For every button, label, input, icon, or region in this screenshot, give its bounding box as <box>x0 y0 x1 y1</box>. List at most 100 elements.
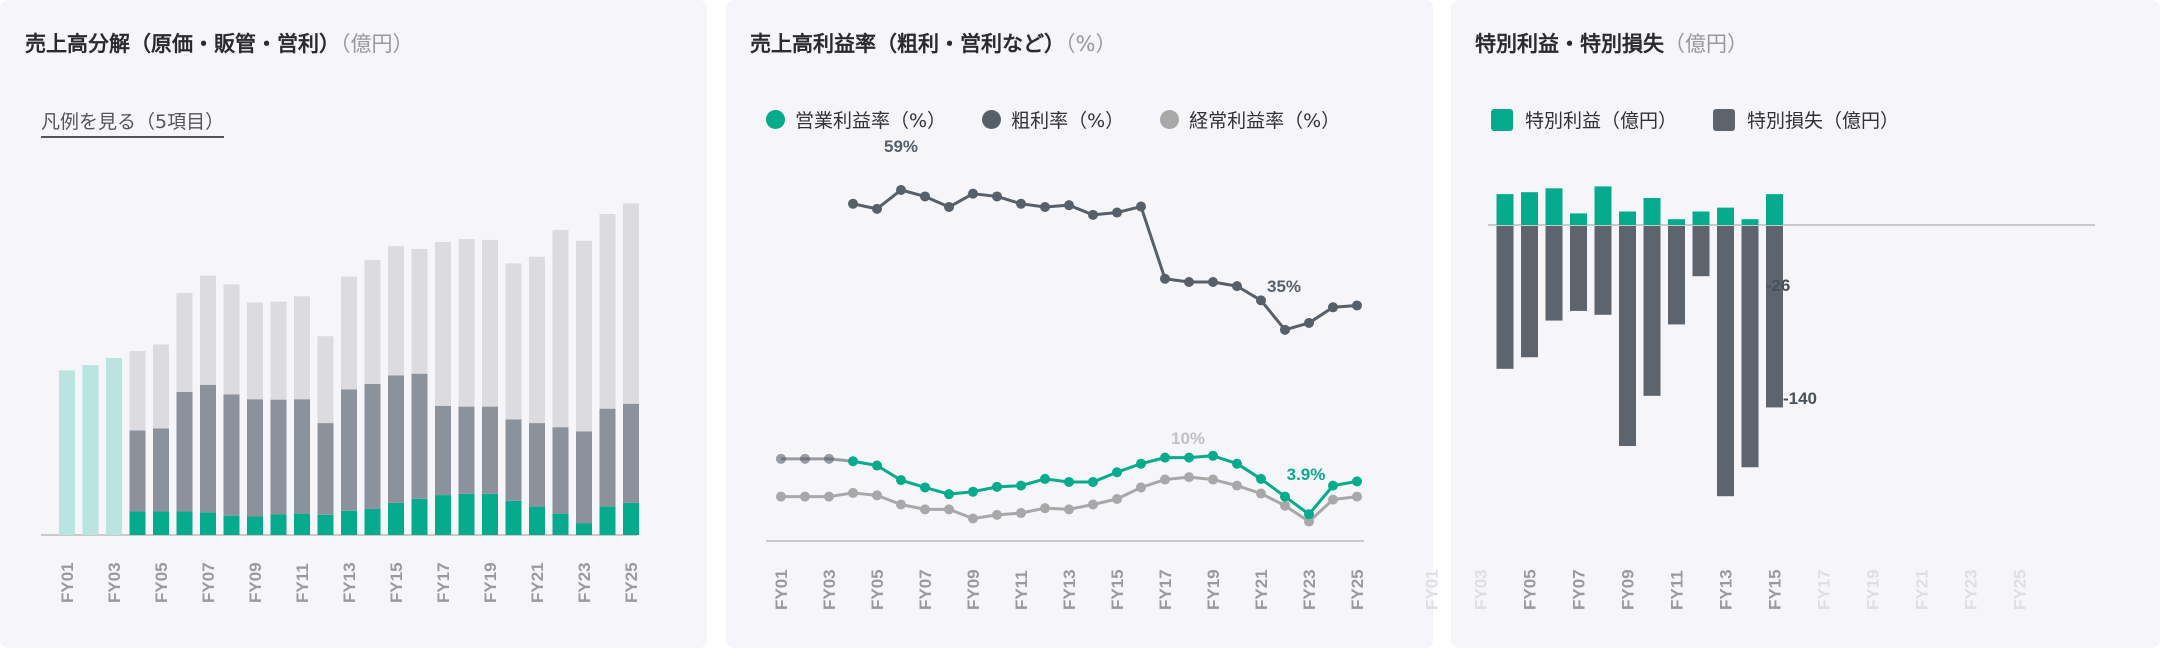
gross-margin-point <box>1160 273 1170 284</box>
gross-margin-point <box>848 198 858 209</box>
bar-segment-operating-profit <box>458 493 475 535</box>
operating-margin-point <box>800 453 810 464</box>
gross-margin-point <box>872 203 882 214</box>
operating-margin-point <box>992 481 1002 492</box>
show-legend-link[interactable]: 凡例を見る（5項目） <box>41 107 225 138</box>
bar-segment-top <box>341 276 357 390</box>
bar-special-loss <box>1741 226 1759 468</box>
bar-special-loss <box>1692 226 1710 277</box>
legend-item-special-gain[interactable]: 特別利益（億円） <box>1491 106 1677 133</box>
bar-segment-operating-profit <box>294 513 310 535</box>
ordinary-margin-point <box>1304 516 1314 527</box>
gross-margin-point <box>1136 201 1146 212</box>
gross-margin-point <box>1088 209 1098 220</box>
ordinary-margin-point <box>1352 491 1362 502</box>
x-tick-label: FY15 <box>387 562 406 603</box>
bar-segment-operating-profit <box>223 515 240 535</box>
bar-special-loss <box>1496 226 1514 369</box>
x-tick-label: FY15 <box>1108 569 1127 610</box>
legend-item-operating-margin[interactable]: 営業利益率（%） <box>766 106 946 133</box>
square-icon <box>1491 108 1513 131</box>
bar-segment-top <box>529 256 545 424</box>
bar-segment-middle <box>294 399 310 514</box>
bar-segment-top <box>482 239 498 407</box>
x-tick-label: FY17 <box>1156 569 1175 610</box>
data-label: 59% <box>884 137 918 156</box>
ordinary-margin-point <box>1016 508 1026 519</box>
bar-segment-top <box>176 293 193 392</box>
bar-segment-top <box>317 336 334 424</box>
bar-segment-middle <box>317 423 334 515</box>
title-text: 売上高分解（原価・販管・営利） <box>25 32 340 56</box>
gross-margin-line-segment <box>1259 299 1287 331</box>
bar-segment-top <box>129 351 146 431</box>
bar-segment-top <box>623 203 639 404</box>
legend-item-special-loss[interactable]: 特別損失（億円） <box>1713 106 1899 133</box>
bar-segment-top <box>294 296 310 400</box>
circle-icon <box>982 110 1002 129</box>
bar-segment-middle <box>435 405 451 496</box>
bar-segment-operating-profit <box>388 502 404 535</box>
x-tick-label: FY01 <box>1423 569 1442 610</box>
bar-segment-middle <box>529 423 545 507</box>
panel-profit-margins: 売上高利益率（粗利・営利など）（%） 営業利益率（%） 粗利率（%） 経常利益率… <box>726 0 1433 648</box>
x-tick-label: FY21 <box>1913 569 1932 610</box>
bar-segment-operating-profit <box>200 512 216 535</box>
x-tick-label: FY23 <box>575 562 594 603</box>
legend-item-gross-margin[interactable]: 粗利率（%） <box>982 106 1124 133</box>
gross-margin-point <box>1232 281 1242 292</box>
bar-segment-middle <box>623 403 639 503</box>
operating-margin-point <box>1304 509 1314 520</box>
bar-segment-operating-profit <box>341 510 357 535</box>
title-text: 特別利益・特別損失 <box>1475 32 1664 56</box>
bar-segment-operating-profit <box>529 506 545 535</box>
title-unit: （億円） <box>340 32 414 56</box>
gross-margin-point <box>1328 302 1338 313</box>
bar-total <box>59 370 75 535</box>
x-tick-label: FY05 <box>868 569 887 610</box>
bar-segment-middle <box>505 419 522 501</box>
bar-segment-operating-profit <box>270 514 287 535</box>
operating-margin-point <box>824 453 834 464</box>
bar-segment-middle <box>270 399 287 515</box>
gross-margin-point <box>1184 277 1194 287</box>
bar-segment-middle <box>341 389 357 511</box>
gross-margin-point <box>920 191 930 202</box>
ordinary-margin-point <box>776 491 786 502</box>
bar-segment-top <box>411 248 428 374</box>
bar-special-gain <box>1643 197 1661 225</box>
panel-special-items: 特別利益・特別損失（億円） 特別利益（億円） 特別損失（億円） <box>1451 0 2160 648</box>
bar-segment-middle <box>364 383 381 509</box>
bar-segment-top <box>505 263 522 420</box>
bar-total <box>106 358 122 535</box>
chart-title: 特別利益・特別損失（億円） <box>1475 28 1748 58</box>
x-tick-label: FY11 <box>1012 570 1031 610</box>
ordinary-margin-point <box>1208 474 1218 485</box>
bar-special-gain <box>1741 219 1759 225</box>
ordinary-margin-point <box>1088 499 1098 510</box>
x-tick-label: FY07 <box>916 569 935 610</box>
bar-segment-middle <box>599 408 616 507</box>
legend-label: 営業利益率（%） <box>795 110 947 132</box>
bar-segment-middle <box>223 394 240 516</box>
bar-segment-top <box>153 344 169 429</box>
bar-segment-operating-profit <box>364 508 381 535</box>
bar-segment-operating-profit <box>552 513 569 535</box>
bar-special-gain <box>1692 211 1710 225</box>
legend: 特別利益（億円） 特別損失（億円） <box>1491 106 1935 133</box>
bar-special-loss <box>1619 226 1636 447</box>
bar-special-gain <box>1570 213 1587 225</box>
legend-item-ordinary-margin[interactable]: 経常利益率（%） <box>1160 106 1340 133</box>
x-tick-label: FY25 <box>622 562 641 603</box>
bar-segment-top <box>364 260 381 384</box>
ordinary-margin-point <box>968 513 978 524</box>
data-label: -26 <box>1766 276 1791 295</box>
x-tick-label: FY09 <box>246 562 265 603</box>
operating-margin-point <box>1088 476 1098 487</box>
bar-segment-top <box>223 284 240 395</box>
operating-margin-point <box>968 486 978 497</box>
gross-margin-point <box>1208 277 1218 287</box>
ordinary-margin-point <box>920 504 930 515</box>
chart-title: 売上高分解（原価・販管・営利）（億円） <box>25 28 414 58</box>
